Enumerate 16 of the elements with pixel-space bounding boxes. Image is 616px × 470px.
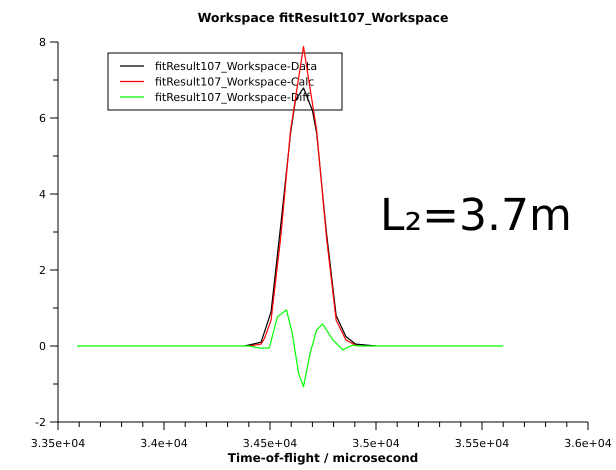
x-tick-label: 3.45e+04 xyxy=(242,437,298,450)
x-axis-title: Time-of-flight / microsecond xyxy=(228,451,418,465)
annotation: L₂=3.7m xyxy=(380,190,572,241)
line-series xyxy=(76,309,504,388)
x-tick-label: 3.5e+04 xyxy=(352,437,400,450)
x-tick-label: 3.55e+04 xyxy=(454,437,510,450)
y-tick-label: 2 xyxy=(39,264,46,277)
y-tick-label: -2 xyxy=(35,416,46,429)
y-tick-label: 0 xyxy=(39,340,46,353)
chart-title: Workspace fitResult107_Workspace xyxy=(198,10,448,25)
x-tick-label: 3.4e+04 xyxy=(140,437,188,450)
x-tick-label: 3.35e+04 xyxy=(30,437,86,450)
y-tick-label: 8 xyxy=(39,36,46,49)
y-tick-label: 4 xyxy=(39,188,46,201)
y-tick-label: 6 xyxy=(39,112,46,125)
x-tick-label: 3.6e+04 xyxy=(564,437,612,450)
